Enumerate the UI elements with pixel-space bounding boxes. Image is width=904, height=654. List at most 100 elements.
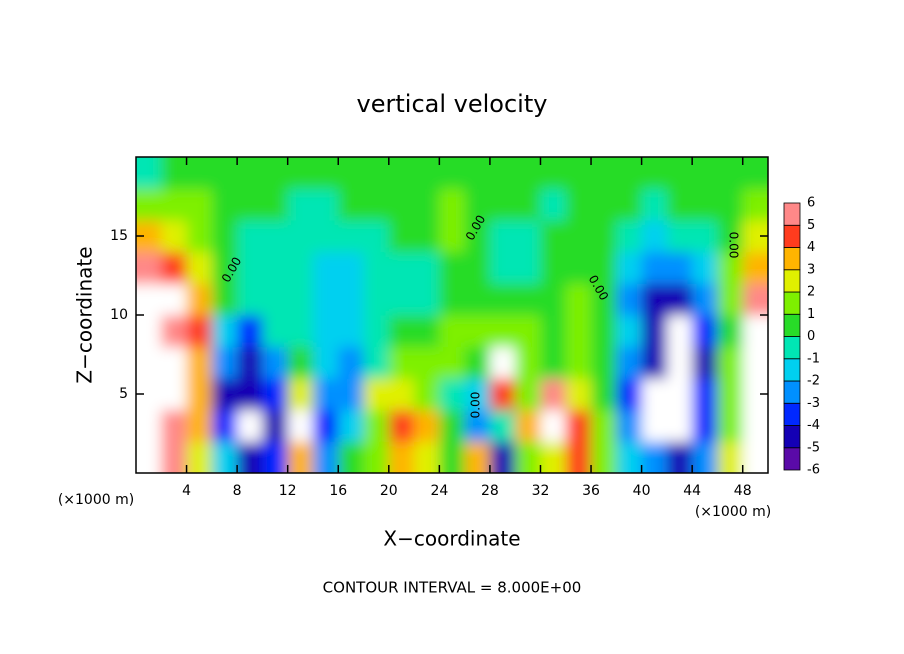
heatmap-cell [515,378,541,411]
heatmap-cell [211,409,238,442]
heatmap-cell [237,157,263,190]
heatmap-cell [414,220,440,253]
heatmap-cell [540,346,567,379]
heatmap-cell [489,409,516,442]
heatmap-cell [540,188,567,221]
heatmap-cell [515,315,541,348]
contour-label: 0.00 [469,392,483,419]
heatmap-cell [439,346,466,379]
heatmap-cell [388,346,415,379]
heatmap-cell [287,315,314,348]
heatmap-cell [641,188,668,221]
heatmap-cell [641,251,668,284]
heatmap-cell [414,283,440,316]
x-tick-label: 8 [233,483,242,499]
heatmap-cell [616,346,643,379]
heatmap-cell [591,409,617,442]
contour-label: 0.00 [727,232,741,259]
heatmap-cell [287,188,314,221]
heatmap-cell [742,283,768,316]
heatmap-cell [515,441,541,473]
colorbar-swatch [783,313,801,337]
heatmap-cell [237,409,263,442]
y-tick-label: 10 [110,307,128,323]
x-tick-label: 44 [683,483,701,499]
heatmap-cell [489,378,516,411]
x-tick-label: 32 [532,483,550,499]
heatmap-cell [363,251,390,284]
heatmap-cell [211,315,238,348]
heatmap-cell [515,157,541,190]
heatmap-cell [338,251,365,284]
heatmap-cell [312,283,339,316]
colorbar-label: -1 [807,351,820,366]
heatmap-cell [312,441,339,473]
y-tick-label: 5 [119,386,128,402]
heatmap-cell [717,346,744,379]
heatmap-cell [237,188,263,221]
heatmap-cell [211,251,238,284]
heatmap-cell [591,441,617,473]
heatmap-cell [211,188,238,221]
heatmap-cell [136,188,162,221]
heatmap-cell [338,157,365,190]
heatmap-cell [338,220,365,253]
heatmap-cell [666,188,693,221]
heatmap-cell [312,251,339,284]
heatmap-cell [489,346,516,379]
heatmap-cell [742,157,768,190]
heatmap-cell [439,220,466,253]
colorbar-swatch [783,291,801,315]
heatmap-cell [388,251,415,284]
heatmap-cell [414,409,440,442]
heatmap-cell [464,378,491,411]
heatmap-cell [641,346,668,379]
heatmap-cell [414,441,440,473]
heatmap-cell [515,251,541,284]
heatmap-cell [161,188,188,221]
x-tick-label: 24 [430,483,448,499]
y-units: (×1000 m) [58,492,134,508]
heatmap-cell [565,409,592,442]
heatmap-cell [287,441,314,473]
heatmap-cell [338,378,365,411]
heatmap-cell [414,251,440,284]
heatmap-cell [388,283,415,316]
heatmap-cell [464,409,491,442]
heatmap [136,157,768,473]
heatmap-cell [742,441,768,473]
heatmap-cell [692,409,718,442]
heatmap-cell [338,315,365,348]
heatmap-cell [262,188,289,221]
heatmap-cell [338,283,365,316]
heatmap-cell [591,346,617,379]
heatmap-cell [363,220,390,253]
heatmap-cell [312,315,339,348]
heatmap-cell [489,188,516,221]
heatmap-cell [540,441,567,473]
colorbar-swatch [783,358,801,382]
colorbar-label: 5 [807,218,815,233]
heatmap-cell [161,441,188,473]
heatmap-cell [641,315,668,348]
colorbar-label: 2 [807,285,815,300]
heatmap-cell [136,346,162,379]
heatmap-cell [616,188,643,221]
heatmap-cell [262,315,289,348]
footer: CONTOUR INTERVAL = 8.000E+00 [323,579,582,597]
heatmap-cell [565,378,592,411]
colorbar-label: -5 [807,440,820,455]
heatmap-cell [363,346,390,379]
x-tick-label: 20 [380,483,398,499]
heatmap-cell [717,188,744,221]
heatmap-cell [692,346,718,379]
heatmap-cell [540,378,567,411]
heatmap-cell [565,441,592,473]
heatmap-cell [464,315,491,348]
heatmap-cell [388,315,415,348]
heatmap-cell [641,220,668,253]
colorbar-swatch [783,336,801,360]
heatmap-cell [515,346,541,379]
heatmap-cell [616,283,643,316]
heatmap-cell [211,378,238,411]
